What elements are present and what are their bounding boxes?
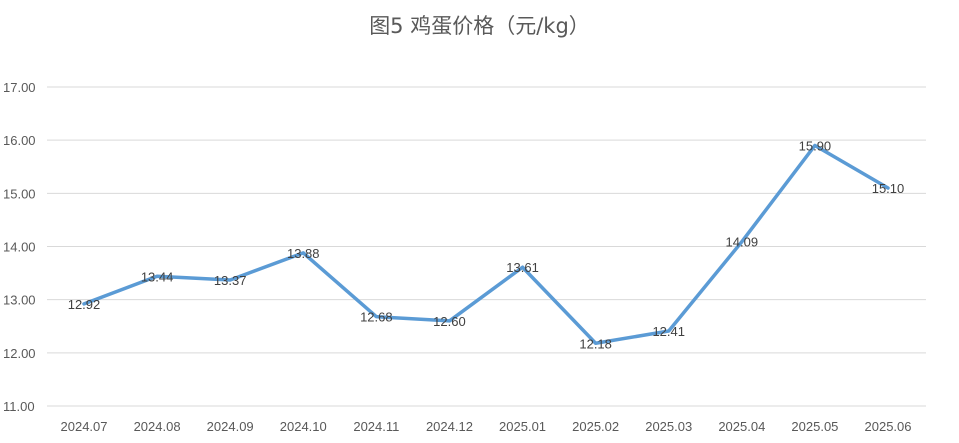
y-tick-label: 15.00 <box>3 186 36 201</box>
data-point <box>886 186 890 190</box>
x-tick-label: 2025.06 <box>865 419 912 434</box>
y-axis-ticks: 11.00 12.00 13.00 14.00 15.00 16.00 17.00 <box>3 80 36 414</box>
x-tick-label: 2025.04 <box>718 419 765 434</box>
data-label: 14.09 <box>726 235 759 250</box>
data-label: 13.44 <box>141 269 174 284</box>
data-label: 12.68 <box>360 310 393 325</box>
data-label: 13.37 <box>214 273 247 288</box>
data-point <box>155 274 159 278</box>
y-tick-label: 13.00 <box>3 293 36 308</box>
data-point <box>594 341 598 345</box>
y-tick-label: 11.00 <box>3 399 35 414</box>
y-tick-label: 16.00 <box>3 133 36 148</box>
data-label: 12.41 <box>652 324 685 339</box>
data-label: 15.90 <box>799 138 832 153</box>
data-label: 12.92 <box>68 297 101 312</box>
x-tick-label: 2024.12 <box>426 419 473 434</box>
x-tick-label: 2025.01 <box>499 419 546 434</box>
x-tick-label: 2024.10 <box>280 419 327 434</box>
data-point <box>740 240 744 244</box>
y-tick-label: 17.00 <box>3 80 36 95</box>
x-axis-ticks: 2024.07 2024.08 2024.09 2024.10 2024.11 2024.… <box>61 419 912 434</box>
data-point <box>521 265 525 269</box>
x-tick-label: 2024.11 <box>353 419 399 434</box>
data-labels: 12.92 13.44 13.37 13.88 12.68 12.60 13.61 12.18… <box>68 138 905 351</box>
data-label: 15.10 <box>872 181 905 196</box>
x-tick-label: 2024.09 <box>207 419 254 434</box>
data-point <box>667 329 671 333</box>
x-tick-label: 2025.05 <box>791 419 838 434</box>
gridlines <box>47 86 926 407</box>
data-point <box>82 302 86 306</box>
data-point <box>374 315 378 319</box>
y-tick-label: 12.00 <box>3 346 36 361</box>
data-point <box>813 143 817 147</box>
x-tick-label: 2024.07 <box>61 419 108 434</box>
data-label: 12.60 <box>433 314 466 329</box>
x-tick-label: 2024.08 <box>134 419 181 434</box>
data-label: 12.18 <box>579 336 612 351</box>
x-tick-label: 2025.02 <box>572 419 619 434</box>
data-point <box>228 278 232 282</box>
data-point <box>301 251 305 255</box>
series-line <box>82 143 890 346</box>
data-point <box>447 319 451 323</box>
data-label: 13.88 <box>287 246 320 261</box>
x-tick-label: 2025.03 <box>645 419 692 434</box>
y-tick-label: 14.00 <box>3 240 36 255</box>
data-label: 13.61 <box>506 260 539 275</box>
series-line-group <box>82 143 890 346</box>
chart-title: 图5 鸡蛋价格（元/kg） <box>369 14 590 38</box>
